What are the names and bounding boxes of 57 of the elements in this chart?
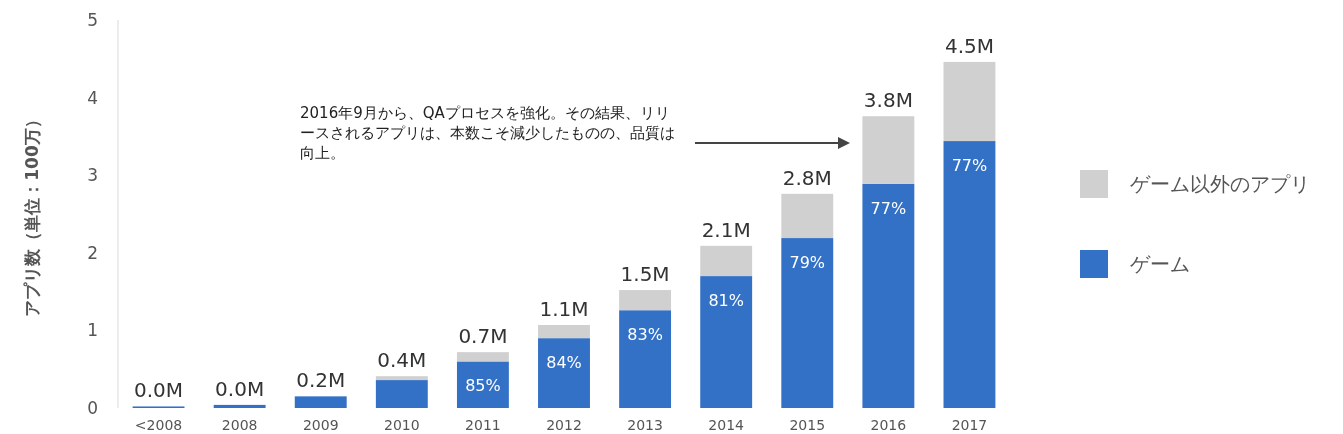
bar: [213, 404, 266, 408]
bar: [375, 380, 428, 408]
total-label: 0.7M: [458, 324, 508, 349]
total-label: 0.4M: [377, 348, 427, 373]
total-label: 0.0M: [215, 376, 265, 401]
total-label: 1.5M: [620, 262, 670, 287]
total-label: 0.2M: [296, 368, 346, 393]
y-tick-label: 2: [87, 242, 98, 263]
total-label: 2.1M: [701, 217, 751, 242]
bar: [294, 396, 347, 408]
total-label: 4.5M: [944, 33, 994, 58]
bar: [456, 361, 509, 408]
annotation: 84%: [546, 353, 582, 373]
bar: [700, 276, 753, 408]
bar: [619, 290, 672, 311]
x-tick-label: <2008: [134, 417, 183, 433]
x-tick-label: 2012: [546, 417, 582, 433]
total-label: 3.8M: [863, 88, 913, 113]
bar: [538, 338, 590, 408]
annotation: 77%: [870, 198, 907, 218]
x-tick-label: 2013: [627, 417, 663, 433]
y-tick-label: 3: [87, 165, 98, 186]
x-tick-label: 2016: [870, 417, 907, 433]
y-tick-label: 1: [87, 320, 98, 341]
annotation: 83%: [627, 325, 663, 345]
legend-label: ゲーム以外のアプリ: [1130, 172, 1310, 196]
bar: [700, 245, 753, 277]
bar: [781, 238, 834, 408]
x-tick-label: 2009: [302, 417, 339, 433]
annotation: 79%: [789, 253, 826, 273]
bar: [781, 193, 834, 239]
bar: [943, 61, 996, 142]
annotation: 2016年9月から、QAプロセスを強化。その結果、リリースされるアプリは、本数こそ減少したものの、品質は向上。: [300, 104, 675, 162]
x-tick-label: 2017: [951, 417, 988, 433]
x-tick-label: 2015: [789, 417, 826, 433]
y-axis-title: アプリ数（単位：100万）: [22, 111, 42, 317]
total-label: 0.0M: [134, 378, 184, 403]
x-tick-label: 2008: [221, 417, 258, 433]
x-tick-label: 2014: [708, 417, 745, 433]
annotation: 85%: [465, 376, 501, 396]
total-label: 2.8M: [782, 165, 832, 190]
annotation: 77%: [951, 156, 988, 176]
bar: [862, 116, 915, 184]
x-tick-label: 2010: [384, 417, 420, 433]
bar: [862, 183, 915, 408]
legend-label: ゲーム: [1130, 252, 1190, 276]
bar: [943, 141, 996, 408]
total-label: 1.1M: [539, 296, 589, 321]
y-tick-label: 4: [87, 87, 98, 108]
annotation: 81%: [708, 291, 744, 311]
x-tick-label: 2011: [465, 417, 501, 433]
y-tick-label: 0: [87, 398, 98, 418]
bar: [619, 310, 672, 408]
y-tick-label: 5: [87, 10, 98, 30]
bar: [538, 324, 590, 339]
bar: [375, 376, 428, 381]
bar: [456, 352, 509, 362]
